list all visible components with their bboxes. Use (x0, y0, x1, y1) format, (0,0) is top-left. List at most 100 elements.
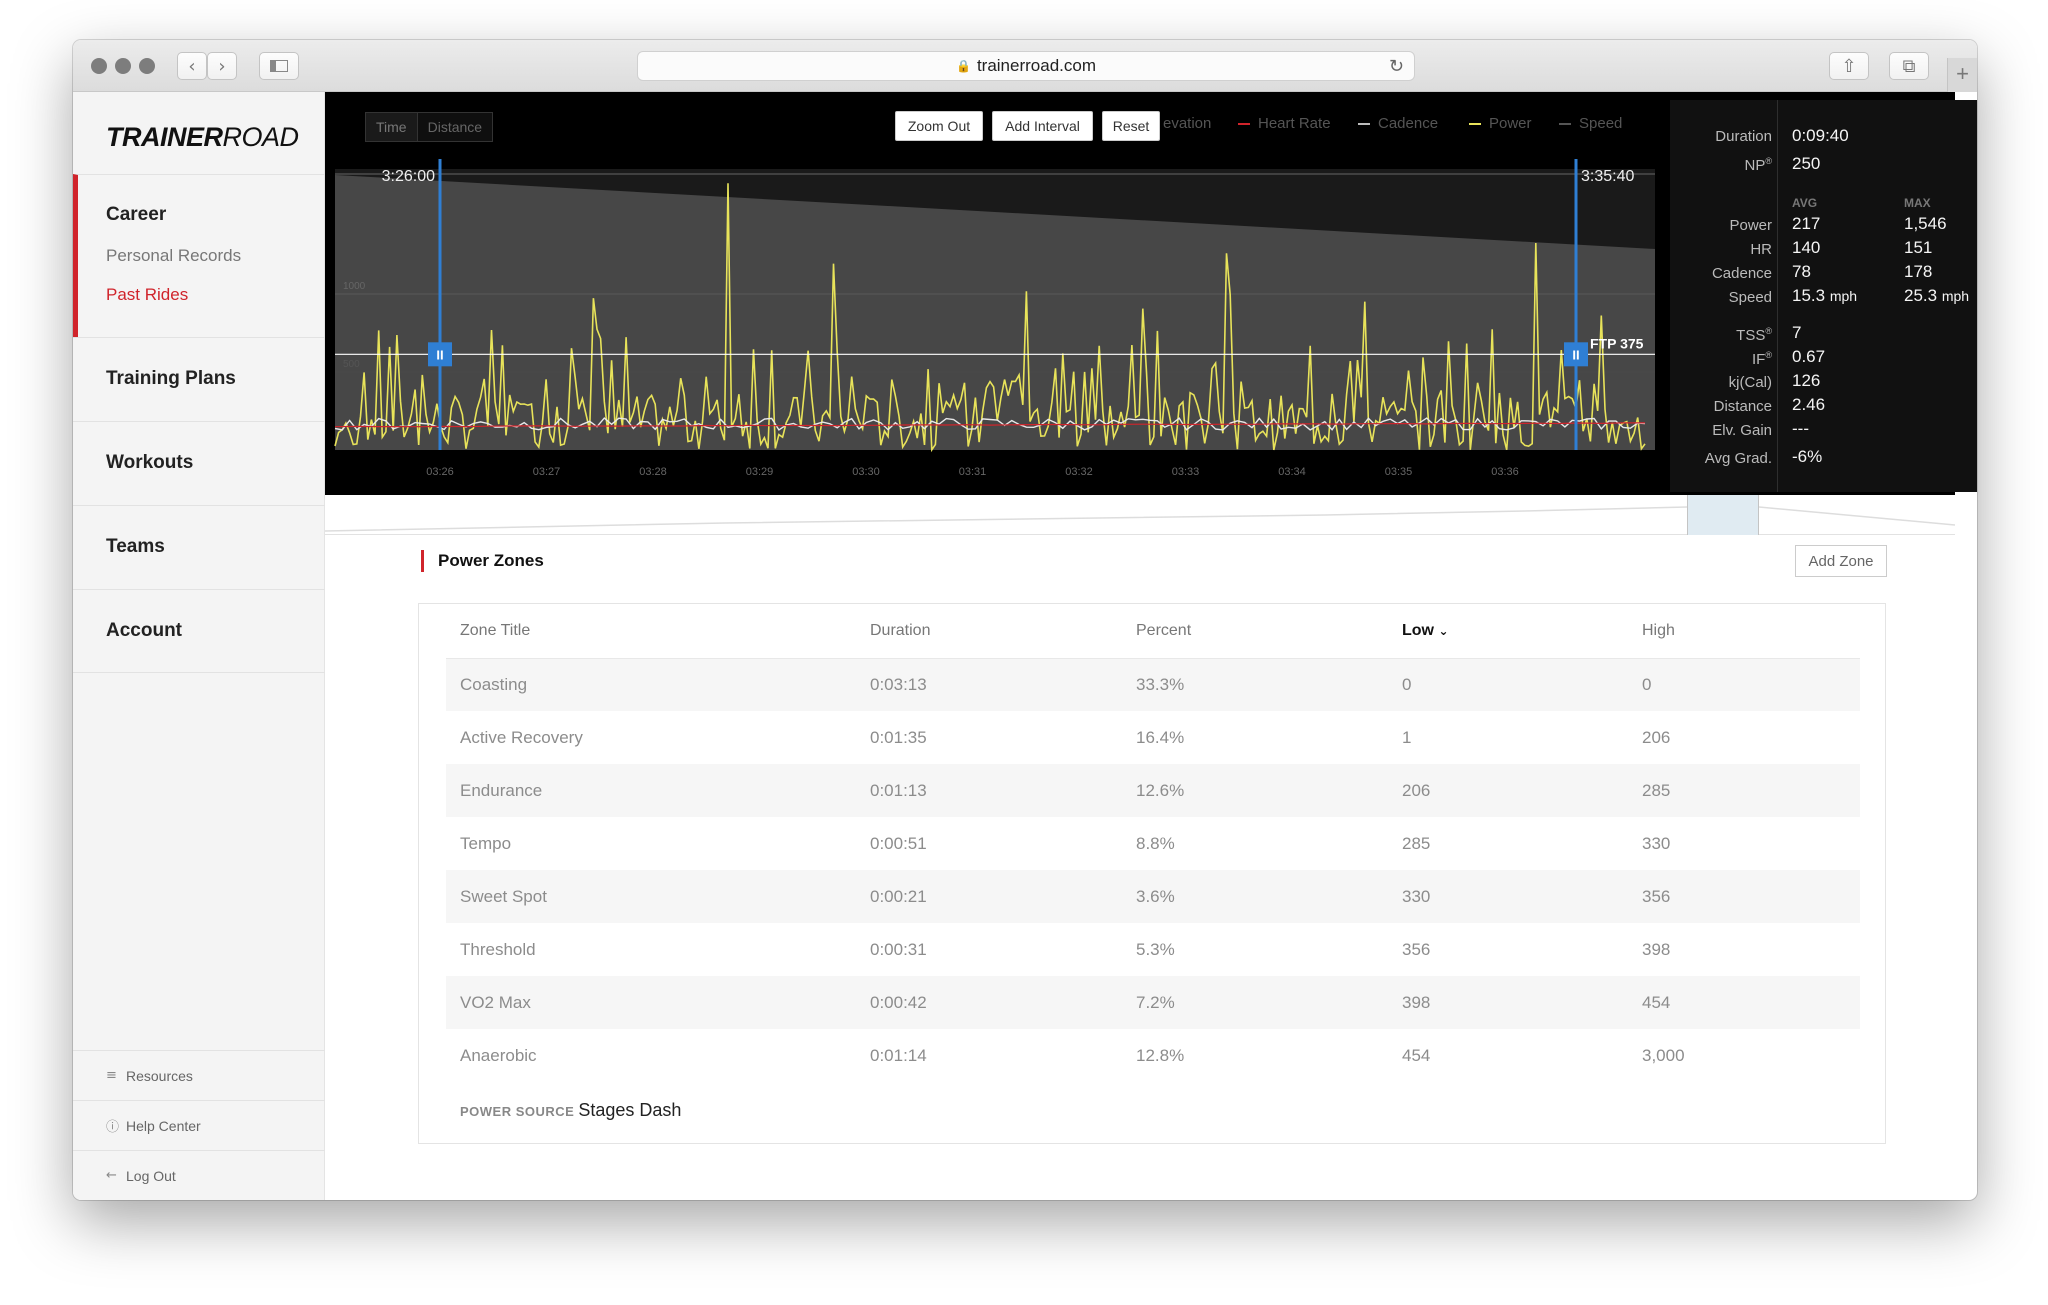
zone-high-cell: 398 (1642, 939, 1671, 959)
stat-distance-value: 2.46 (1792, 395, 1826, 414)
legend-cadence[interactable]: Cadence (1358, 115, 1438, 132)
sidebar-item-teams[interactable]: Teams (106, 536, 165, 557)
stat-hr-avg: 140 (1792, 238, 1821, 257)
col-zone-title[interactable]: Zone Title (446, 604, 856, 659)
sidebar: TRAINERROAD Career Personal Records Past… (73, 92, 325, 1200)
zone-duration-cell: 0:03:13 (856, 658, 1122, 711)
stat-cadence-avg: 78 (1792, 262, 1811, 281)
power-source-label: POWER SOURCE (460, 1104, 575, 1119)
table-row[interactable]: VO2 Max 0:00:42 7.2% 398 454 (446, 976, 1860, 1029)
stat-avg-header: AVG (1792, 196, 1818, 210)
table-row[interactable]: Threshold 0:00:31 5.3% 356 398 (446, 923, 1860, 976)
col-low[interactable]: Low ⌄ (1388, 604, 1628, 659)
zone-duration-cell: 0:00:42 (856, 976, 1122, 1029)
legend-swatch (1238, 122, 1250, 125)
forward-button[interactable]: › (207, 52, 237, 80)
sidebar-item-career[interactable]: Career (106, 204, 167, 225)
table-row[interactable]: Active Recovery 0:01:35 16.4% 1 206 (446, 711, 1860, 764)
zone-duration-cell: 0:01:14 (870, 1045, 927, 1065)
close-window-button[interactable] (91, 58, 107, 74)
zone-percent-cell: 16.4% (1136, 727, 1185, 747)
zone-high-cell: 330 (1642, 833, 1671, 853)
stat-cadence-label: Cadence (1711, 265, 1772, 282)
table-row[interactable]: Anaerobic 0:01:14 12.8% 454 3,000 (446, 1029, 1860, 1082)
x-tick-label: 03:31 (959, 466, 987, 478)
sidebar-item-past-rides[interactable]: Past Rides (106, 285, 189, 304)
sidebar-item-account[interactable]: Account (106, 620, 182, 641)
chevron-down-icon: ⌄ (1438, 623, 1449, 638)
sidebar-item-training-plans[interactable]: Training Plans (106, 368, 236, 389)
zoom-out-button[interactable]: Zoom Out (895, 111, 983, 141)
minimize-window-button[interactable] (115, 58, 131, 74)
add-zone-button[interactable]: Add Zone (1795, 545, 1887, 577)
zone-percent-cell: 12.8% (1136, 1045, 1185, 1065)
zone-high-cell: 356 (1628, 870, 1860, 923)
if-text: IF (1752, 351, 1766, 368)
sidebar-item-personal-records[interactable]: Personal Records (106, 246, 242, 265)
stat-np-label: NP® (1744, 156, 1772, 174)
sidebar-section-teams: Teams (73, 505, 325, 589)
sidebar-toggle-button[interactable] (259, 52, 299, 80)
stat-hr-max: 151 (1904, 238, 1933, 257)
tabs-button[interactable]: ⧉ (1889, 52, 1929, 80)
y-label-500: 500 (343, 359, 360, 370)
elevation-area (335, 175, 1655, 450)
ride-minimap[interactable] (325, 495, 1955, 535)
sidebar-link-log-out[interactable]: ← Log Out (73, 1150, 325, 1200)
sidebar-link-resources[interactable]: ≡ Resources (73, 1050, 325, 1100)
zone-low-cell: 1 (1402, 727, 1412, 747)
stat-hr-label: HR (1750, 241, 1772, 258)
col-duration[interactable]: Duration (856, 604, 1122, 659)
add-interval-button[interactable]: Add Interval (992, 111, 1093, 141)
address-bar[interactable]: 🔒 trainerroad.com ↻ (637, 51, 1415, 81)
col-percent[interactable]: Percent (1122, 604, 1388, 659)
sidebar-section-account: Account (73, 589, 325, 673)
stat-duration-label: Duration (1715, 128, 1772, 145)
table-row[interactable]: Sweet Spot 0:00:21 3.6% 330 356 (446, 870, 1860, 923)
table-row[interactable]: Coasting 0:03:13 33.3% 0 0 (446, 658, 1860, 711)
reload-icon[interactable]: ↻ (1388, 56, 1404, 77)
legend-heart-rate[interactable]: Heart Rate (1238, 115, 1331, 132)
speed-avg-unit: mph (1829, 288, 1858, 304)
zone-low-cell: 206 (1388, 764, 1628, 817)
back-button[interactable]: ‹ (177, 52, 207, 80)
share-button[interactable]: ⇧ (1829, 52, 1869, 80)
zoom-window-button[interactable] (139, 58, 155, 74)
stat-elv-gain-value: --- (1792, 419, 1809, 438)
trainerroad-logo[interactable]: TRAINERROAD (106, 122, 299, 153)
toggle-time[interactable]: Time (366, 113, 418, 141)
power-source-value: Stages Dash (578, 1100, 682, 1120)
legend-swatch (1559, 122, 1571, 125)
legend-power[interactable]: Power (1469, 115, 1532, 132)
ride-chart[interactable]: 1000 500 FTP 375 II II 3:26:00 3:35:40 03:26 03:… (325, 92, 1655, 495)
toggle-distance[interactable]: Distance (417, 113, 493, 141)
stat-speed-avg: 15.3 mph (1792, 286, 1857, 306)
x-tick-label: 03:26 (426, 466, 454, 478)
x-tick-label: 03:29 (746, 466, 774, 478)
legend-elevation[interactable]: evation (1163, 115, 1211, 132)
speed-max-unit: mph (1941, 288, 1970, 304)
ride-stats-panel: Duration 0:09:40 NP® 250 AVG MAX Power 2… (1670, 100, 1977, 492)
tss-text: TSS (1736, 327, 1766, 344)
legend-speed[interactable]: Speed (1559, 115, 1622, 132)
chevron-right-icon: › (218, 55, 226, 77)
sidebar-link-help-center[interactable]: ⓘ Help Center (73, 1100, 325, 1150)
x-tick-label: 03:28 (639, 466, 667, 478)
sidebar-item-workouts[interactable]: Workouts (106, 452, 194, 473)
speed-avg-number: 15.3 (1792, 286, 1826, 305)
browser-window: ‹ › 🔒 trainerroad.com ↻ ⇧ ⧉ + TRAINERROA… (73, 40, 1977, 1200)
stat-tss-value: 7 (1792, 323, 1802, 342)
x-tick-label: 03:30 (852, 466, 880, 478)
table-row[interactable]: Endurance 0:01:13 12.6% 206 285 (446, 764, 1860, 817)
col-high[interactable]: High (1628, 604, 1860, 659)
sidebar-section-workouts: Workouts (73, 421, 325, 505)
new-tab-button[interactable]: + (1947, 58, 1977, 92)
power-series-line (334, 183, 1646, 453)
x-tick-label: 03:33 (1172, 466, 1200, 478)
x-tick-label: 03:32 (1065, 466, 1093, 478)
reset-button[interactable]: Reset (1102, 111, 1160, 141)
x-tick-label: 03:34 (1278, 466, 1306, 478)
zone-low-cell: 356 (1402, 939, 1431, 959)
minimap-selection[interactable] (1687, 495, 1759, 535)
table-row[interactable]: Tempo 0:00:51 8.8% 285 330 (446, 817, 1860, 870)
